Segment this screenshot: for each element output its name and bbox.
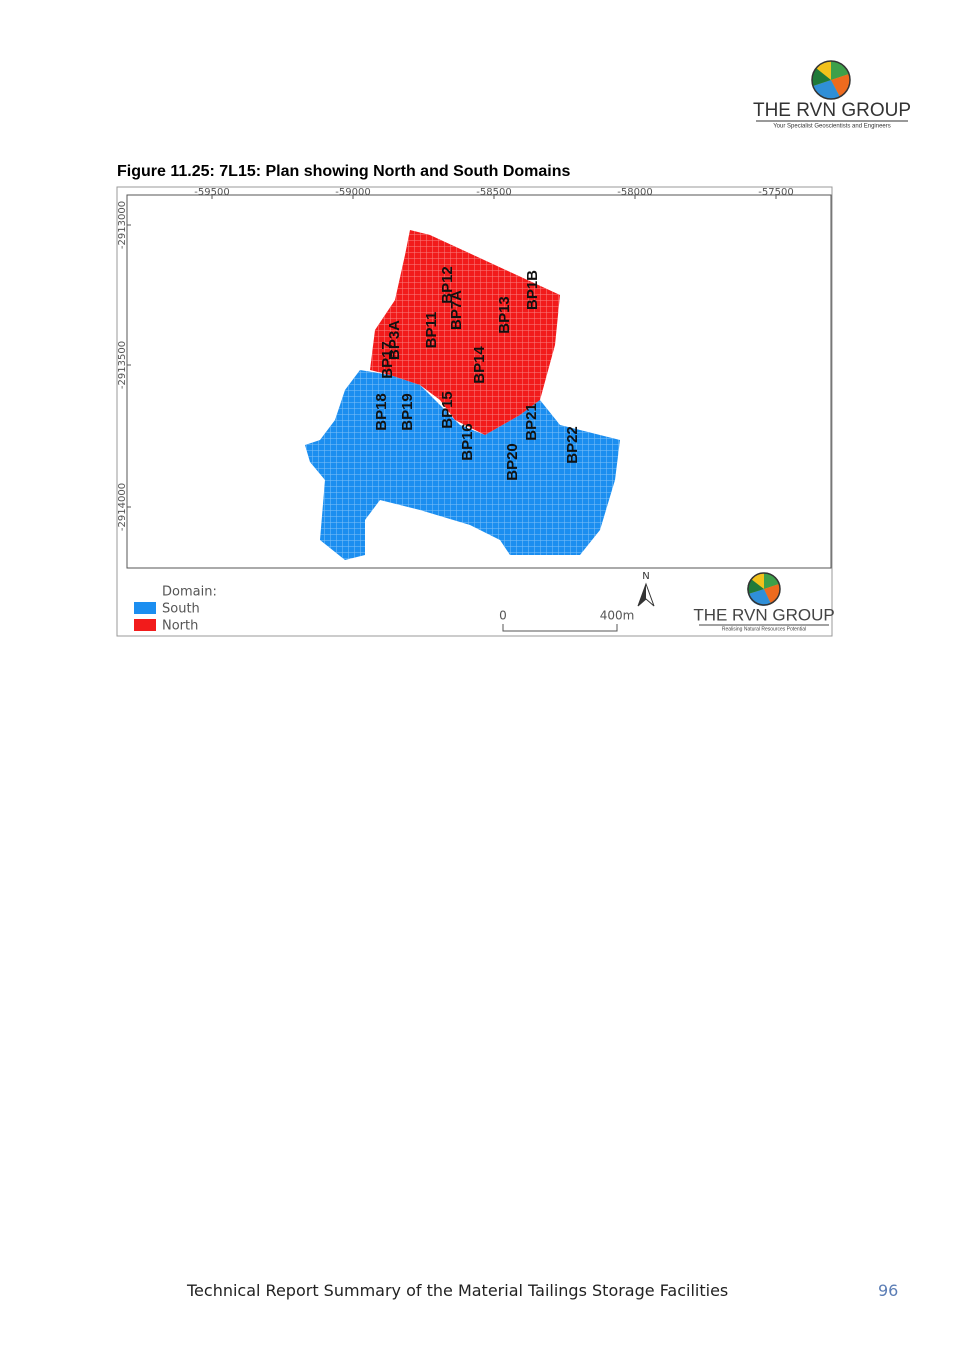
scale-end: 400m (600, 609, 635, 623)
x-tick-label: -58000 (617, 187, 652, 198)
legend-title: Domain: (162, 585, 217, 600)
map-ticks: -59500 -59000 -58500 -58000 -57500 -2913000 -2… (117, 187, 794, 531)
figure-caption: Figure 11.25: 7L15: Plan showing North a… (117, 163, 571, 180)
borehole-label: BP22 (564, 426, 581, 464)
logo-tagline: Realising Natural Resources Potential (722, 626, 806, 632)
header-logo: THE RVN GROUP Your Specialist Geoscienti… (753, 60, 911, 130)
borehole-label: BP7A (448, 290, 465, 330)
borehole-label: BP16 (459, 423, 476, 461)
footer-text: Technical Report Summary of the Material… (187, 1281, 729, 1300)
south-grid (305, 370, 620, 560)
scale-start: 0 (499, 609, 507, 623)
y-tick-label: -2913500 (117, 341, 128, 389)
scale-bar (502, 624, 618, 632)
borehole-label: BP15 (439, 391, 456, 429)
borehole-label: BP11 (423, 312, 440, 349)
x-tick-label: -57500 (758, 187, 793, 198)
legend-label: North (162, 619, 198, 634)
legend-label: South (162, 602, 200, 617)
borehole-label: BP1B (524, 270, 541, 310)
borehole-label: BP17 (379, 341, 396, 379)
north-grid (370, 230, 560, 435)
map-logo: THE RVN GROUP Realising Natural Resource… (693, 572, 835, 632)
borehole-label: BP13 (496, 296, 513, 334)
legend-swatch (134, 619, 156, 631)
borehole-label: BP19 (399, 393, 416, 431)
logo-tagline: Your Specialist Geoscientists and Engine… (773, 124, 891, 130)
borehole-label: BP20 (504, 443, 521, 481)
legend-swatch (134, 602, 156, 614)
borehole-label: BP12 (439, 266, 456, 304)
x-tick-label: -58500 (476, 187, 511, 198)
north-label: N (642, 571, 649, 582)
x-tick-label: -59000 (335, 187, 370, 198)
x-tick-label: -59500 (194, 187, 229, 198)
borehole-label: BP21 (523, 403, 540, 441)
y-tick-label: -2914000 (117, 483, 128, 531)
logo-name: THE RVN GROUP (693, 605, 834, 624)
borehole-label: BP3A (386, 320, 403, 360)
borehole-label: BP18 (373, 393, 390, 431)
page-number: 96 (878, 1281, 899, 1300)
y-tick-label: -2913000 (117, 201, 128, 249)
borehole-label: BP14 (471, 346, 488, 384)
logo-name: THE RVN GROUP (753, 100, 911, 121)
